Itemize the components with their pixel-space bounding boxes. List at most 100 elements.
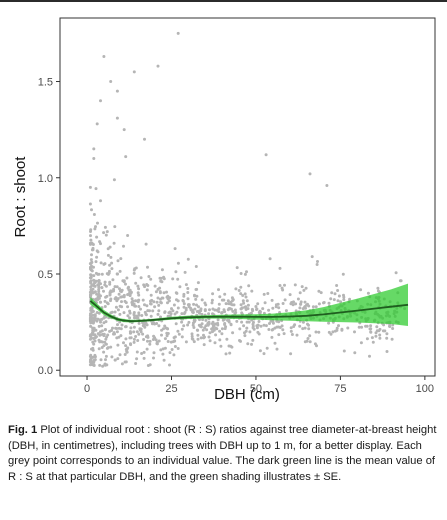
data-point (243, 334, 247, 338)
data-point (257, 320, 261, 323)
data-point (270, 298, 274, 302)
data-point (112, 241, 116, 245)
data-point (385, 332, 389, 336)
data-point (110, 329, 113, 332)
data-point (97, 324, 101, 328)
data-point (106, 253, 110, 257)
data-point (193, 294, 196, 298)
data-point (235, 319, 239, 323)
data-point (126, 286, 130, 290)
data-point (304, 286, 308, 290)
data-point (284, 309, 288, 313)
data-point (128, 294, 132, 298)
data-point (244, 295, 248, 299)
data-point (132, 325, 136, 329)
data-point (115, 285, 119, 289)
data-point (308, 334, 312, 338)
data-point (93, 355, 97, 359)
data-point (283, 283, 286, 287)
data-point (292, 325, 296, 328)
data-point (385, 350, 389, 353)
data-point (213, 341, 217, 345)
data-point (115, 116, 119, 120)
data-point (146, 339, 149, 343)
data-point (140, 352, 144, 355)
data-point (97, 338, 101, 342)
data-point (114, 305, 118, 309)
data-point (91, 243, 95, 246)
data-point (169, 340, 173, 344)
data-point (113, 358, 117, 362)
data-point (289, 326, 293, 330)
data-point (100, 317, 104, 321)
data-point (229, 322, 233, 326)
data-point (128, 336, 132, 340)
data-point (197, 305, 200, 309)
data-point (122, 244, 125, 248)
data-point (90, 260, 94, 264)
data-point (220, 332, 224, 336)
x-tick-label: 25 (165, 383, 177, 395)
data-point (247, 284, 251, 288)
data-point (137, 311, 141, 315)
data-point (116, 323, 119, 327)
data-point (256, 330, 260, 334)
data-point (342, 349, 346, 353)
data-point (103, 328, 107, 332)
data-point (195, 294, 199, 298)
data-point (101, 364, 105, 368)
data-point (184, 306, 188, 310)
data-point (156, 64, 160, 68)
data-point (275, 347, 279, 351)
data-point (314, 330, 318, 334)
data-point (106, 346, 110, 350)
data-point (172, 303, 176, 307)
data-point (120, 300, 123, 304)
data-point (271, 306, 275, 310)
data-point (99, 242, 102, 246)
data-point (166, 327, 169, 331)
data-point (289, 352, 293, 356)
data-point (223, 322, 227, 325)
data-point (196, 281, 200, 285)
data-point (88, 354, 92, 358)
data-point (116, 343, 120, 347)
data-point (166, 297, 170, 301)
data-point (146, 284, 150, 287)
data-point (104, 284, 108, 288)
data-point (180, 335, 184, 339)
data-point (332, 298, 336, 302)
data-point (183, 270, 187, 274)
data-point (262, 323, 266, 327)
data-point (301, 307, 305, 311)
data-point (299, 302, 303, 306)
data-point (173, 312, 177, 316)
data-point (148, 363, 152, 367)
data-point (168, 310, 172, 314)
data-point (212, 328, 216, 332)
data-point (136, 284, 140, 288)
data-point (97, 279, 101, 282)
data-point (160, 268, 164, 272)
data-point (144, 242, 148, 246)
data-point (109, 80, 113, 83)
data-point (191, 321, 195, 325)
data-point (92, 320, 96, 324)
data-point (132, 271, 136, 275)
data-point (122, 293, 126, 297)
data-point (108, 280, 112, 284)
x-tick-label: 100 (416, 383, 434, 395)
data-point (92, 274, 96, 278)
data-point (255, 307, 259, 311)
data-point (202, 343, 206, 347)
data-point (112, 289, 115, 293)
data-point (234, 311, 238, 314)
data-point (378, 336, 382, 340)
data-point (325, 184, 329, 187)
data-point (153, 284, 157, 288)
data-point (391, 327, 395, 330)
data-point (239, 307, 243, 311)
data-point (194, 297, 198, 301)
data-point (322, 301, 325, 305)
data-point (291, 303, 295, 307)
